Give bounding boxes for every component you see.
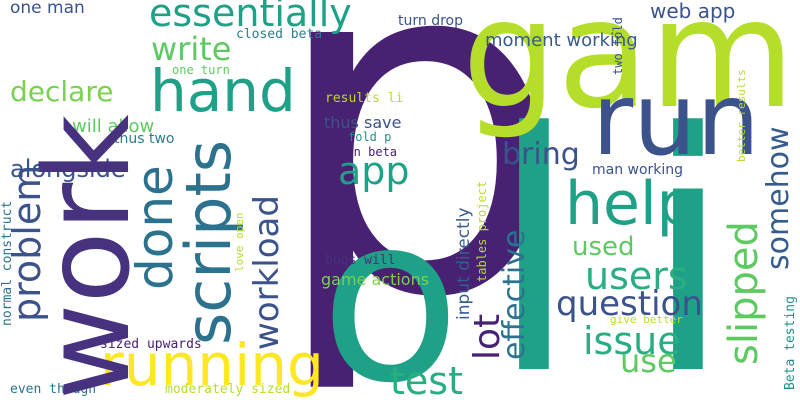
word-thus-two: thus two: [114, 131, 175, 147]
word-will-allow: will allow: [72, 116, 155, 137]
word-hand: hand: [150, 57, 296, 125]
word-run: run: [592, 61, 760, 178]
word-beta-testing: Beta testing: [783, 296, 798, 390]
word-two-fold: two fold: [611, 17, 625, 75]
word-i: i: [642, 63, 734, 400]
word-scripts: scripts: [172, 139, 245, 345]
word-use: use: [620, 342, 677, 380]
word-l: l: [488, 63, 580, 400]
word-moderately-sized: moderately sized: [165, 382, 291, 397]
word-essentially: essentially: [149, 0, 352, 35]
word-thus-save: thus save: [324, 113, 402, 132]
word-declare: declare: [10, 75, 114, 108]
word-man-working: man working: [592, 162, 684, 178]
word-workload: workload: [247, 195, 287, 350]
word-sized-upwards: sized upwards: [100, 337, 202, 352]
word-moment-working: moment working: [485, 30, 638, 51]
word-game-actions: game actions: [321, 270, 430, 289]
word-o: o: [320, 167, 461, 400]
word-question: question: [556, 284, 703, 324]
word-tables-project: tables project: [475, 180, 489, 282]
word-give-better: give better: [610, 313, 683, 326]
word-love-open: love open: [233, 212, 246, 272]
word-input-directly: input directly: [454, 207, 474, 320]
word-normal-construct: normal construct: [0, 200, 15, 326]
word-p: p: [268, 0, 567, 400]
word-help: help: [565, 169, 695, 239]
word-effective: effective: [497, 229, 532, 360]
word-test: test: [390, 359, 463, 400]
word-results-li: results li: [325, 91, 404, 106]
word-even-though: even though: [10, 382, 97, 397]
word-bugs-will: bugs will: [325, 253, 396, 268]
word-one-man: one man: [10, 0, 85, 18]
word-running: running: [100, 331, 324, 399]
word-web-app: web app: [650, 0, 736, 23]
word-write: write: [151, 30, 232, 68]
word-game: game: [462, 0, 800, 142]
word-closed-beta: closed beta: [236, 27, 323, 42]
word-one-turn: one turn: [172, 63, 230, 77]
word-turn-drop: turn drop: [398, 13, 463, 29]
word-alongside: alongside: [10, 155, 126, 183]
word-bring: bring: [502, 137, 580, 172]
word-users: users: [585, 254, 688, 298]
word-better-results: better results: [735, 69, 748, 162]
word-issue: issue: [583, 319, 681, 363]
word-fold-p: fold p: [348, 130, 392, 144]
word-somehow: somehow: [761, 126, 796, 270]
word-app: app: [338, 149, 410, 193]
word-used: used: [572, 232, 635, 262]
word-open-beta: open beta: [332, 145, 398, 159]
word-slipped: slipped: [721, 221, 767, 365]
